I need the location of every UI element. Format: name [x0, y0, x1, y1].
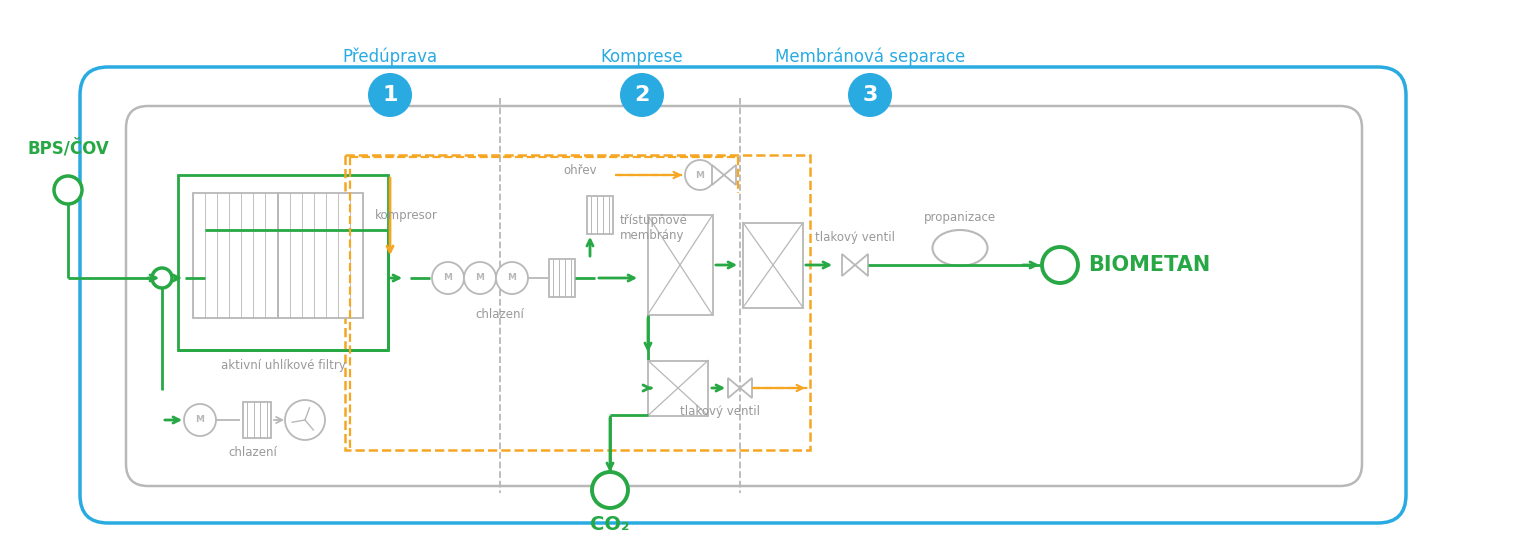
- Text: BIOMETAN: BIOMETAN: [1087, 255, 1210, 275]
- Text: 1: 1: [382, 85, 398, 105]
- Text: chlazení: chlazení: [229, 446, 278, 459]
- Text: CO₂: CO₂: [590, 515, 630, 534]
- Text: 3: 3: [862, 85, 877, 105]
- Text: třístupňové
membrány: třístupňové membrány: [621, 214, 688, 242]
- Polygon shape: [723, 165, 736, 185]
- Text: M: M: [696, 171, 705, 180]
- Text: Komprese: Komprese: [601, 48, 684, 66]
- Polygon shape: [856, 254, 868, 276]
- Bar: [548, 259, 574, 297]
- Polygon shape: [713, 165, 723, 185]
- Text: 2: 2: [634, 85, 650, 105]
- Circle shape: [152, 268, 172, 288]
- Bar: [192, 192, 278, 317]
- Text: Membránová separace: Membránová separace: [774, 48, 965, 66]
- Text: kompresor: kompresor: [375, 208, 438, 221]
- Circle shape: [848, 73, 892, 117]
- Text: ohřev: ohřev: [564, 163, 598, 176]
- Circle shape: [54, 176, 81, 204]
- Polygon shape: [842, 254, 856, 276]
- Polygon shape: [728, 378, 740, 398]
- Text: M: M: [476, 274, 484, 282]
- Text: chlazení: chlazení: [476, 309, 524, 321]
- Circle shape: [286, 400, 326, 440]
- Circle shape: [184, 404, 217, 436]
- Circle shape: [369, 73, 412, 117]
- Bar: [743, 222, 803, 307]
- Circle shape: [496, 262, 528, 294]
- Text: propanizace: propanizace: [925, 211, 995, 225]
- Bar: [648, 360, 708, 415]
- Circle shape: [621, 73, 664, 117]
- Bar: [648, 215, 713, 315]
- Text: M: M: [507, 274, 516, 282]
- Circle shape: [432, 262, 464, 294]
- Text: BPS/ČOV: BPS/ČOV: [28, 139, 109, 157]
- Polygon shape: [740, 378, 753, 398]
- Bar: [587, 196, 613, 234]
- Circle shape: [591, 472, 628, 508]
- Text: Předúprava: Předúprava: [343, 48, 438, 66]
- Text: tlakový ventil: tlakový ventil: [680, 405, 760, 419]
- Circle shape: [685, 160, 714, 190]
- Text: M: M: [444, 274, 453, 282]
- Text: aktivní uhlíkové filtry: aktivní uhlíkové filtry: [221, 359, 346, 371]
- Circle shape: [1041, 247, 1078, 283]
- Circle shape: [464, 262, 496, 294]
- Text: M: M: [195, 415, 204, 424]
- Ellipse shape: [932, 230, 988, 266]
- Text: tlakový ventil: tlakový ventil: [816, 231, 895, 245]
- Bar: [278, 192, 362, 317]
- Bar: [243, 402, 270, 438]
